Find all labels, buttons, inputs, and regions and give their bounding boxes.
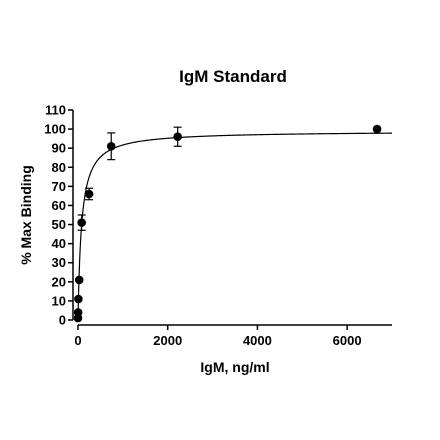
data-point [77,218,86,227]
data-point [173,132,182,142]
x-tick-label: 2000 [153,333,182,348]
x-tick-label: 4000 [243,333,272,348]
fit-curve [77,132,393,320]
data-point [74,294,83,304]
y-tick-label: 110 [45,103,66,118]
plot-area [73,124,393,323]
data-point [372,124,382,134]
x-tick-label: 0 [74,333,81,348]
y-tick-label: 100 [44,122,66,137]
y-tick-label: 40 [52,236,66,251]
y-tick-label: 10 [52,293,66,308]
x-axis-label: IgM, ng/ml [200,359,269,375]
data-point [84,189,94,199]
y-tick-label: 30 [52,255,66,270]
chart-title: IgM Standard [179,67,287,86]
data-point [74,275,84,285]
y-tick-label: 80 [52,160,66,175]
y-tick-label: 50 [52,217,66,232]
y-tick-label: 20 [52,274,66,289]
axes: 0 10 20 30 40 50 60 70 80 90 100 110 0 2000 4000 6000 [44,103,392,348]
data-point [73,308,83,317]
y-tick-label: 0 [59,313,66,328]
y-axis-label: % Max Binding [18,165,34,265]
y-tick-label: 70 [52,179,66,194]
data-point [106,141,116,151]
y-tick-label: 90 [52,141,66,156]
y-tick-label: 60 [52,198,66,213]
x-tick-label: 6000 [333,333,362,348]
